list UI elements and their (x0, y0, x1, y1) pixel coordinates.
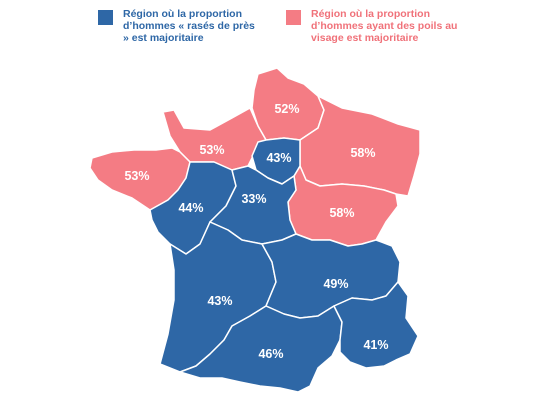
label-pays-de-la-loire: 44% (178, 201, 203, 215)
region-paca (333, 281, 419, 369)
legend-beard-swatch (286, 10, 301, 25)
label-grand-est: 58% (350, 146, 375, 160)
label-centre: 33% (241, 192, 266, 206)
label-nord: 52% (274, 102, 299, 116)
label-ile-de-france: 43% (266, 151, 291, 165)
legend-beard-label: Région où la proportion d’hommes ayant d… (311, 8, 458, 44)
label-bourgogne: 58% (329, 206, 354, 220)
legend-beard: Région où la proportion d’hommes ayant d… (286, 8, 466, 44)
label-paca: 41% (363, 338, 388, 352)
legend-shaved: Région où la proportion d’hommes « rasés… (98, 8, 273, 44)
label-auvergne-rhone-alpes: 49% (323, 277, 348, 291)
legend-shaved-swatch (98, 10, 113, 25)
label-occitanie: 46% (258, 347, 283, 361)
label-nouvelle-aquitaine: 43% (207, 294, 232, 308)
label-normandie: 53% (199, 143, 224, 157)
legend-shaved-label: Région où la proportion d’hommes « rasés… (123, 8, 255, 44)
label-bretagne: 53% (124, 169, 149, 183)
region-centre (209, 165, 297, 245)
